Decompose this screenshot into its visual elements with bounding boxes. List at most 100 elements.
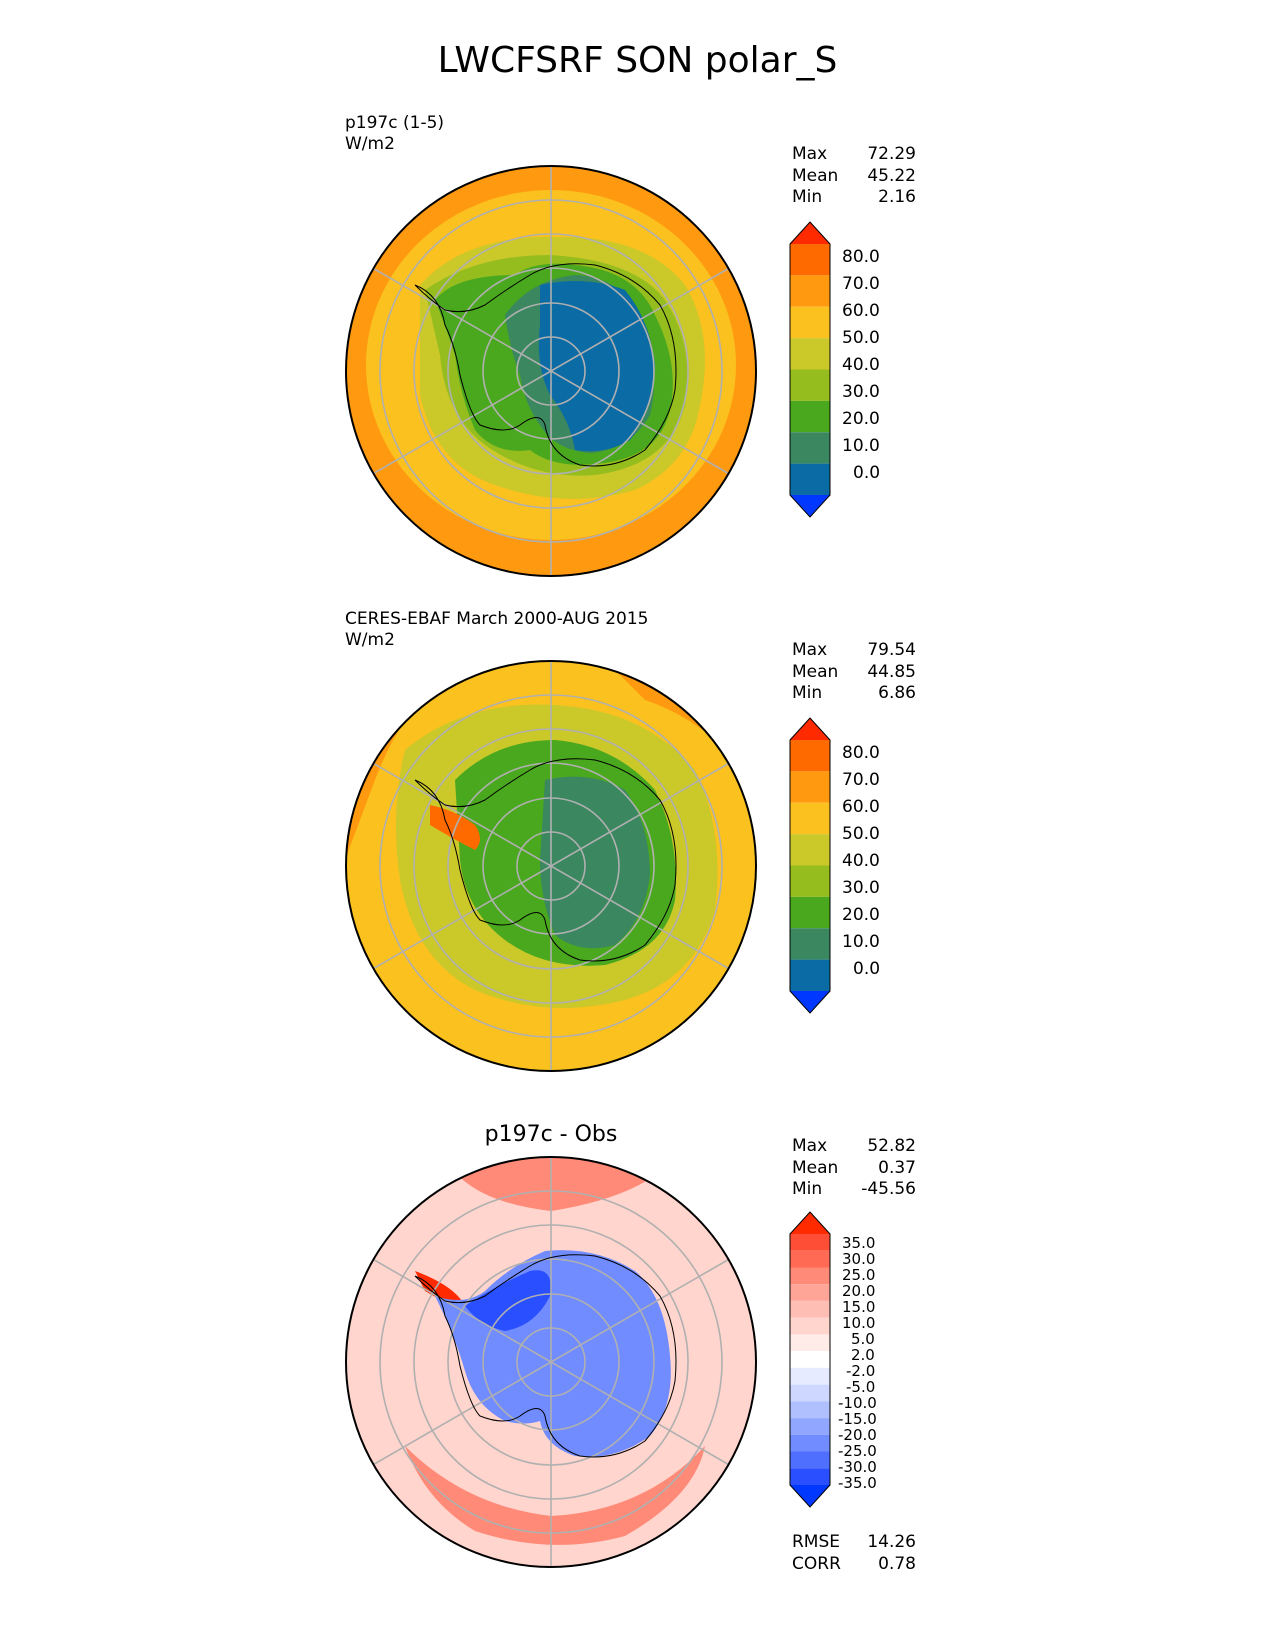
stat-name: Max (792, 144, 828, 164)
panel1-stats: Max 72.29 Mean 45.22 Min 2.16 (792, 144, 916, 209)
colorbar-tick-label: -25.0 (838, 1442, 877, 1460)
colorbar-swatch (790, 1334, 830, 1352)
colorbar-tick-label: -10.0 (838, 1394, 877, 1412)
colorbar-tick-label: -20.0 (838, 1426, 877, 1444)
colorbar-swatch (790, 369, 830, 401)
colorbar-swatch (790, 1367, 830, 1385)
diff-strong-negative-patch (465, 1270, 551, 1331)
panel3-polar-map (345, 1156, 757, 1568)
colorbar-tick-label: 35.0 (842, 1234, 876, 1252)
colorbar-tick-label: 5.0 (851, 1330, 875, 1348)
colorbar-swatch (790, 338, 830, 370)
panel1-label: p197c (1-5) W/m2 (345, 113, 444, 155)
antarctica-coastline (414, 1254, 677, 1458)
colorbar-tick-label: 50.0 (842, 824, 880, 844)
stat-name: Max (792, 640, 828, 660)
panel1-polar-map (345, 165, 757, 577)
stat-value: 79.54 (867, 640, 916, 660)
colorbar-tick-label: 70.0 (842, 274, 880, 294)
colorbar-tick-label: -30.0 (838, 1458, 877, 1476)
colorbar-swatch (790, 1401, 830, 1419)
colorbar-swatch (790, 463, 830, 495)
colorbar-tick-label: -35.0 (838, 1474, 877, 1492)
colorbar-swatch (790, 1418, 830, 1435)
colorbar-outline (789, 221, 831, 518)
graticule (373, 1157, 729, 1567)
stat-value: -45.56 (861, 1179, 916, 1199)
colorbar-tick-label: 60.0 (842, 301, 880, 321)
stat-value: 0.37 (878, 1157, 916, 1178)
colorbar-swatch (790, 1250, 830, 1268)
panel3-metrics: RMSE 14.26 CORR 0.78 (792, 1532, 916, 1575)
colorbar-tick-label: 25.0 (842, 1266, 876, 1284)
colorbar-tick-label: 10.0 (842, 932, 880, 952)
colorbar-swatch (790, 991, 830, 1013)
colorbar-swatch (790, 222, 830, 244)
colorbar-tick-label: 15.0 (842, 1298, 876, 1316)
stat-name: Mean (792, 165, 839, 186)
colorbar-tick-label: 10.0 (842, 436, 880, 456)
panel1-dataset-name: p197c (1-5) (345, 113, 445, 133)
map-boundary (345, 660, 757, 1072)
metric-value: 14.26 (867, 1532, 916, 1552)
colorbar-swatch (790, 1384, 830, 1402)
colorbar-tick-label: 30.0 (842, 878, 880, 898)
colorbar-swatch (790, 1468, 830, 1485)
colorbar-tick-label: 70.0 (842, 770, 880, 790)
colorbar-outline (789, 717, 831, 1014)
metric-name: CORR (792, 1553, 841, 1574)
colorbar-swatch (790, 1317, 830, 1335)
stat-name: Max (792, 1136, 828, 1156)
colorbar-swatch (790, 1267, 830, 1285)
colorbar-swatch (790, 865, 830, 897)
stat-value: 44.85 (867, 661, 916, 682)
colorbar-swatch (790, 802, 830, 835)
panel2-stats: Max 79.54 Mean 44.85 Min 6.86 (792, 640, 916, 705)
colorbar-swatch (790, 400, 830, 433)
stat-value: 45.22 (867, 165, 916, 186)
diff-positive-patch (405, 1446, 705, 1545)
colorbar-tick-label: 50.0 (842, 328, 880, 348)
colorbar-tick-label: 0.0 (853, 959, 881, 979)
colorbar-swatch (790, 1284, 830, 1301)
colorbar-tick-label: -2.0 (846, 1362, 876, 1380)
colorbar-tick-label: -5.0 (846, 1378, 876, 1396)
colorbar-tick-label: 2.0 (851, 1346, 875, 1364)
colorbar-swatch (790, 771, 830, 803)
colorbar-swatch (790, 1485, 830, 1507)
colorbar-swatch (790, 1351, 830, 1368)
colorbar-tick-label: 10.0 (842, 1314, 876, 1332)
colorbar-tick-label: 30.0 (842, 1250, 876, 1268)
stat-name: Mean (792, 1157, 839, 1178)
colorbar-swatch (790, 928, 830, 960)
land-mid-fill (540, 776, 650, 949)
panel2-colorbar (789, 717, 831, 1014)
colorbar-tick-label: 60.0 (842, 797, 880, 817)
stat-value: 6.86 (878, 683, 916, 703)
panel3-stats: Max 52.82 Mean 0.37 Min -45.56 (792, 1136, 916, 1201)
colorbar-tick-label: 80.0 (842, 247, 880, 267)
colorbar-tick-label: 40.0 (842, 355, 880, 375)
colorbar-tick-label: 30.0 (842, 382, 880, 402)
panel2-label: CERES-EBAF March 2000-AUG 2015 W/m2 (345, 609, 648, 651)
antarctica-coastline (414, 263, 677, 467)
metric-name: RMSE (792, 1532, 841, 1552)
colorbar-tick-label: 20.0 (842, 1282, 876, 1300)
stat-value: 52.82 (867, 1136, 916, 1156)
colorbar-tick-label: 20.0 (842, 409, 880, 429)
colorbar-tick-label: 20.0 (842, 905, 880, 925)
colorbar-swatch (790, 306, 830, 339)
colorbar-swatch (790, 495, 830, 517)
colorbar-swatch (790, 244, 830, 276)
panel3-colorbar (789, 1211, 831, 1508)
colorbar-swatch (790, 1212, 830, 1234)
colorbar-tick-label: -15.0 (838, 1410, 877, 1428)
colorbar-swatch (790, 718, 830, 740)
colorbar-swatch (790, 1234, 830, 1251)
stat-name: Mean (792, 661, 839, 682)
colorbar-outline (789, 1211, 831, 1508)
metric-value: 0.78 (878, 1553, 916, 1574)
colorbar-tick-label: 40.0 (842, 851, 880, 871)
panel2-units: W/m2 (345, 630, 395, 650)
colorbar-swatch (790, 1300, 830, 1318)
